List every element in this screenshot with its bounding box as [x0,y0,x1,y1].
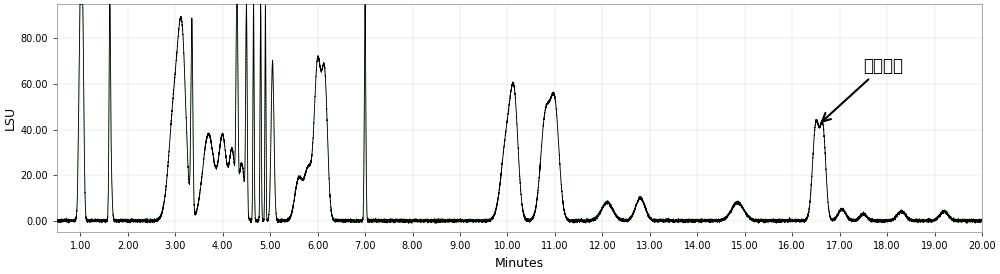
Text: 黄芙甲苷: 黄芙甲苷 [822,57,903,122]
X-axis label: Minutes: Minutes [495,257,544,270]
Y-axis label: LSU: LSU [4,106,17,130]
